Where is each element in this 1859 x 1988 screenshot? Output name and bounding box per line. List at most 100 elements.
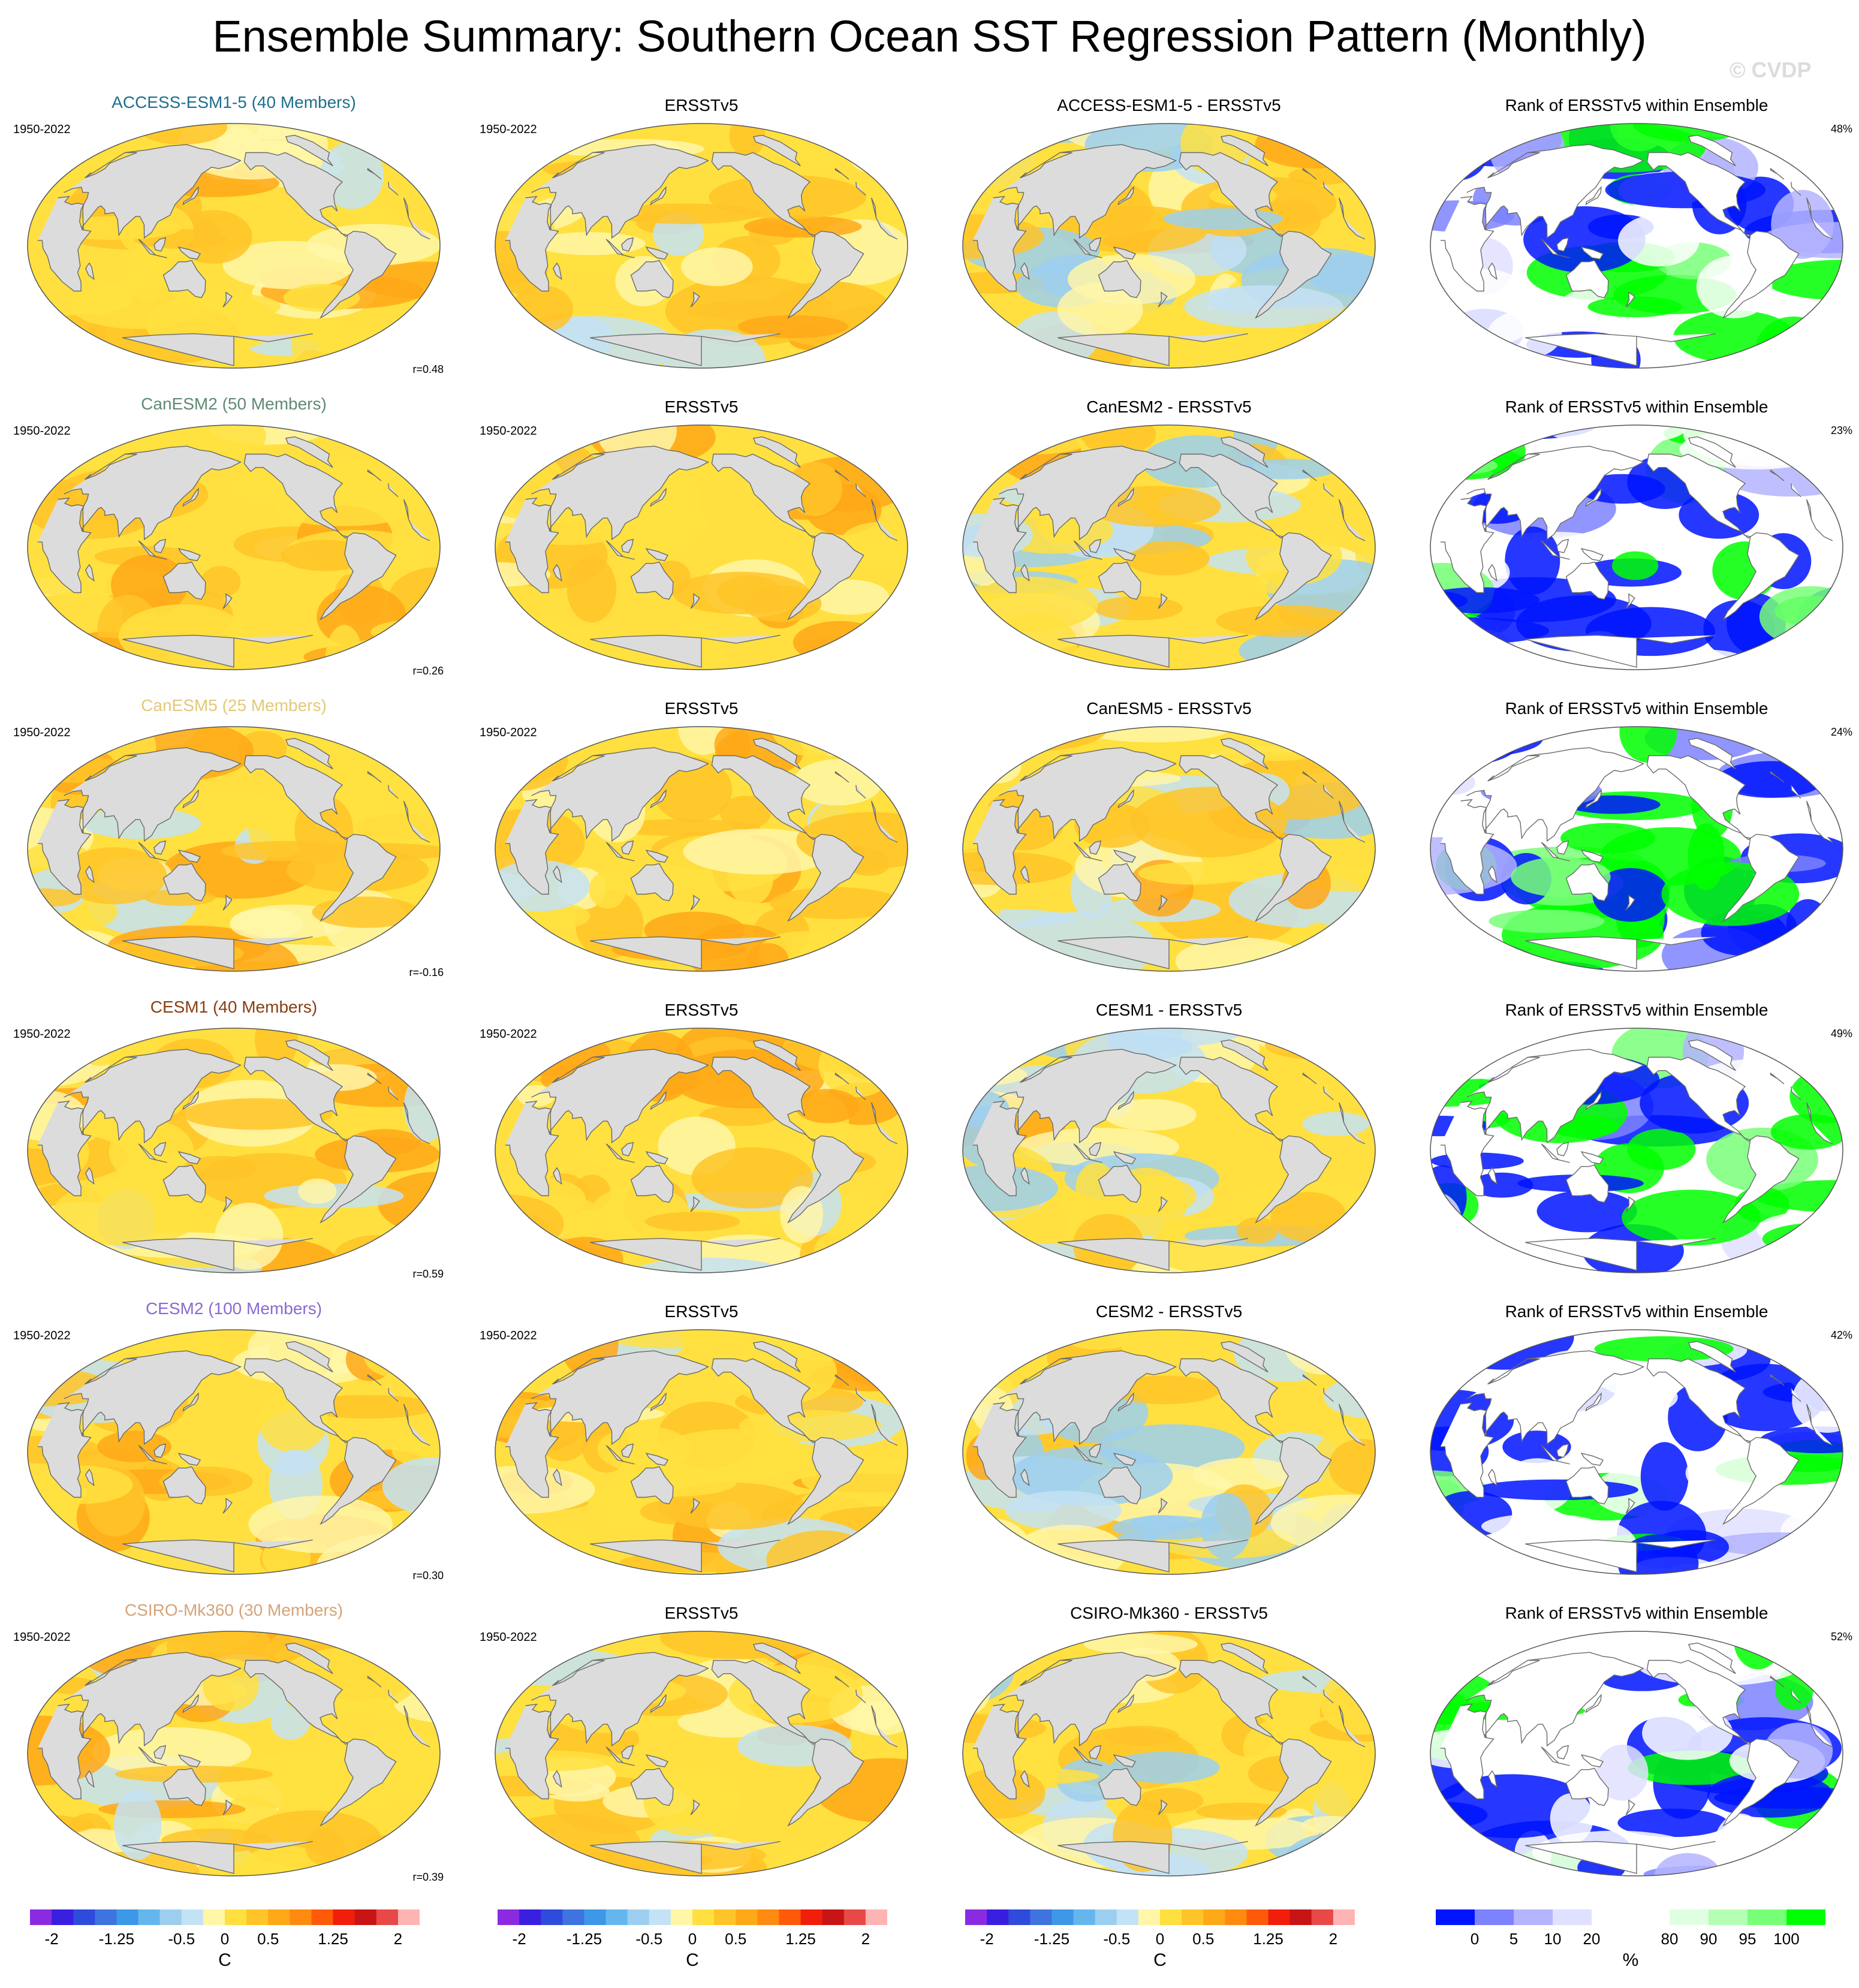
colorbar-swatch bbox=[800, 1909, 823, 1925]
land-australia bbox=[1098, 1767, 1141, 1806]
land-uk bbox=[1487, 167, 1785, 180]
land-samerica bbox=[1722, 833, 1800, 922]
land-newguinea bbox=[1580, 1453, 1604, 1466]
land-borneo bbox=[1089, 237, 1102, 252]
land-indonesia1 bbox=[138, 540, 167, 560]
land-antarctic bbox=[122, 1237, 313, 1271]
colorbar-swatch bbox=[290, 1909, 312, 1925]
land-nz bbox=[1158, 1799, 1168, 1815]
period-label: 1950-2022 bbox=[480, 1028, 537, 1041]
correlation-label: r=-0.16 bbox=[409, 966, 444, 978]
land-samerica bbox=[1255, 1738, 1332, 1827]
land-namerica bbox=[1179, 1056, 1284, 1142]
land-madagascar bbox=[553, 865, 562, 884]
land-namerica bbox=[1646, 1358, 1752, 1444]
land-uk bbox=[1020, 1373, 1317, 1386]
land-australia bbox=[162, 1767, 206, 1806]
diff-panel-title: CSIRO-Mk360 - ERSSTv5 bbox=[1070, 1604, 1268, 1622]
period-label: 1950-2022 bbox=[13, 726, 71, 739]
land-australia bbox=[1565, 561, 1609, 600]
map-border bbox=[495, 123, 908, 369]
correlation-label: r=0.30 bbox=[412, 1570, 444, 1582]
colorbar-swatch bbox=[843, 1909, 866, 1925]
land-greenland bbox=[1688, 1039, 1736, 1071]
land-africa bbox=[972, 799, 1366, 895]
land-samerica bbox=[320, 833, 397, 922]
land-greenland bbox=[1220, 436, 1269, 468]
land-madagascar bbox=[553, 1770, 562, 1788]
land-borneo bbox=[1089, 1141, 1102, 1156]
land-uk bbox=[1020, 1072, 1317, 1085]
colorbar-swatch bbox=[1786, 1909, 1825, 1925]
rank-colorbar bbox=[1436, 1909, 1825, 1925]
land-africa bbox=[37, 1402, 430, 1498]
land-namerica bbox=[1646, 453, 1752, 539]
land-australia bbox=[162, 1466, 206, 1505]
rank-percent-label: 48% bbox=[1830, 123, 1852, 135]
rank-map bbox=[1430, 424, 1843, 670]
land-nz bbox=[1625, 894, 1635, 911]
land-indonesia1 bbox=[1541, 239, 1570, 258]
model-panel-title: CSIRO-Mk360 (30 Members) bbox=[124, 1601, 344, 1619]
land-namerica bbox=[711, 1358, 816, 1444]
colorbar-swatch bbox=[1553, 1909, 1592, 1925]
model-map bbox=[27, 1329, 441, 1575]
colorbar-unit-label: C bbox=[218, 1950, 231, 1970]
land-japan bbox=[182, 1091, 199, 1110]
land-indonesia1 bbox=[138, 1143, 167, 1163]
land-nz bbox=[1625, 593, 1635, 609]
obs-panel-title: ERSSTv5 bbox=[664, 96, 739, 115]
land-uk bbox=[1487, 1675, 1785, 1688]
map-border bbox=[1430, 1631, 1843, 1876]
colorbar-swatch bbox=[1747, 1909, 1787, 1925]
land-australia bbox=[1565, 1767, 1609, 1806]
land-greenland bbox=[285, 134, 333, 167]
land-eurasia bbox=[64, 1049, 399, 1144]
land-newguinea bbox=[1113, 850, 1137, 863]
land-eurasia bbox=[1466, 1652, 1801, 1747]
model-map bbox=[27, 1631, 441, 1876]
land-antarctic bbox=[122, 936, 313, 969]
land-australia bbox=[1565, 260, 1609, 299]
map-border bbox=[1430, 1329, 1843, 1575]
land-samerica bbox=[320, 230, 397, 319]
land-uk bbox=[552, 770, 849, 783]
land-australia bbox=[1565, 863, 1609, 902]
land-indonesia1 bbox=[605, 1746, 635, 1766]
land-nz bbox=[690, 1196, 700, 1212]
land-newguinea bbox=[1580, 1151, 1604, 1164]
land-antarctic bbox=[122, 333, 313, 366]
land-africa bbox=[37, 1100, 430, 1197]
colorbar-swatch bbox=[692, 1909, 715, 1925]
colorbar-tick-label: 2 bbox=[861, 1930, 870, 1948]
colorbar-swatch bbox=[138, 1909, 161, 1925]
land-uk bbox=[1487, 1373, 1785, 1386]
land-greenland bbox=[285, 1039, 333, 1071]
land-eurasia bbox=[1466, 445, 1801, 541]
colorbar-swatch bbox=[225, 1909, 247, 1925]
map-border bbox=[27, 424, 441, 670]
land-greenland bbox=[285, 1341, 333, 1373]
colorbar-swatch bbox=[498, 1909, 520, 1925]
colorbar-tick-label: 80 bbox=[1661, 1930, 1679, 1948]
diff-panel-title: ACCESS-ESM1-5 - ERSSTv5 bbox=[1057, 96, 1281, 115]
land-japan bbox=[650, 1091, 667, 1110]
land-namerica bbox=[1179, 755, 1284, 841]
land-greenland bbox=[1220, 134, 1269, 167]
land-antarctic bbox=[590, 1237, 781, 1271]
colorbar-swatch bbox=[1289, 1909, 1312, 1925]
land-madagascar bbox=[85, 1468, 95, 1487]
colorbar-swatch bbox=[541, 1909, 563, 1925]
land-japan bbox=[1585, 1091, 1602, 1110]
land-japan bbox=[182, 487, 199, 507]
land-japan bbox=[182, 186, 199, 206]
colorbar-unit-label: C bbox=[1153, 1950, 1167, 1970]
colorbar-swatch bbox=[1030, 1909, 1052, 1925]
land-africa bbox=[37, 799, 430, 895]
obs-map bbox=[495, 424, 908, 670]
land-samerica bbox=[320, 1135, 397, 1224]
rank-map bbox=[1430, 123, 1843, 369]
colorbar-swatch bbox=[779, 1909, 802, 1925]
obs-map bbox=[495, 1329, 908, 1575]
land-eurasia bbox=[64, 1350, 399, 1445]
